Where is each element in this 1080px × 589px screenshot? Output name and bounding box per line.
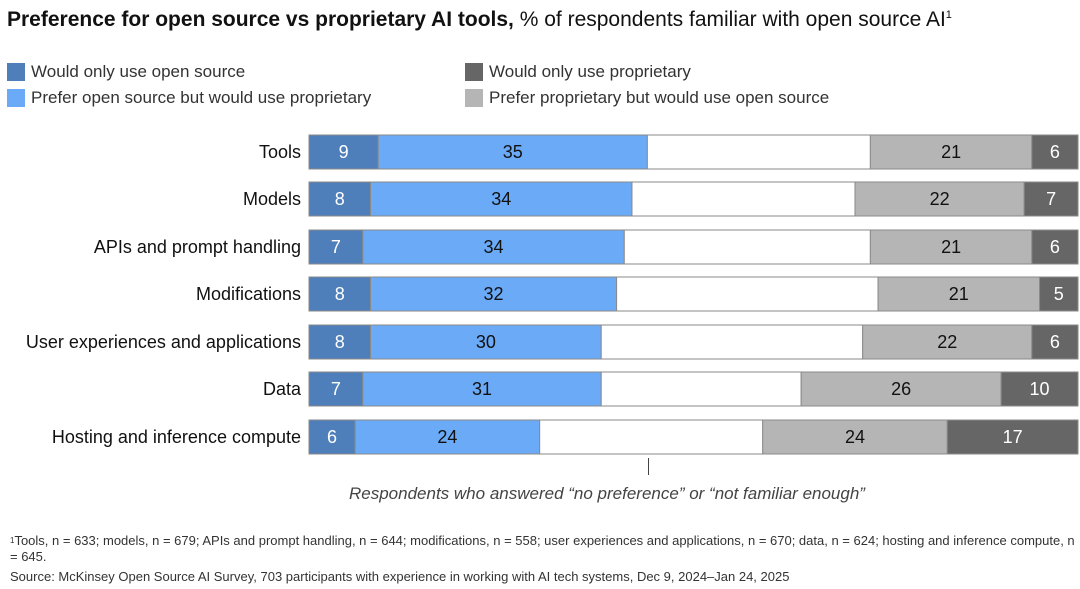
row-label-user-experiences: User experiences and applications [25, 332, 301, 352]
bar-segment-no-preference [616, 276, 879, 312]
data-label-prefer-open: 35 [503, 142, 523, 162]
data-label-prefer-prop: 21 [941, 237, 961, 257]
bar-segment-prefer-prop [800, 371, 1002, 407]
bar-segment-no-preference [600, 324, 864, 360]
data-label-prefer-open: 24 [437, 427, 457, 447]
legend-swatch-only-prop [465, 63, 483, 81]
data-label-only-open: 7 [331, 379, 341, 399]
bar-segment-no-preference [600, 371, 802, 407]
row-label-modifications: Modifications [195, 284, 301, 304]
row-label-data: Data [262, 379, 301, 399]
legend-only-prop: Would only use proprietary [465, 61, 691, 83]
data-label-prefer-open: 34 [491, 189, 511, 209]
row-label-apis: APIs and prompt handling [93, 237, 301, 257]
footnote-text: Tools, n = 633; models, n = 679; APIs an… [10, 533, 1075, 564]
data-label-only-open: 8 [335, 189, 345, 209]
no-preference-tick [648, 458, 649, 475]
bar-segment-no-preference [623, 229, 871, 265]
row-label-models: Models [242, 189, 301, 209]
bar-segment-no-preference [539, 419, 764, 455]
data-label-only-prop: 17 [1003, 427, 1023, 447]
bar-segment-prefer-prop [854, 181, 1025, 217]
chart-title: Preference for open source vs proprietar… [7, 8, 952, 32]
data-label-only-prop: 6 [1050, 332, 1060, 352]
bar-segment-only-open [308, 371, 364, 407]
source-note: Source: McKinsey Open Source AI Survey, … [10, 569, 790, 584]
bar-segment-prefer-prop [762, 419, 948, 455]
legend-swatch-only-open [7, 63, 25, 81]
bar-segment-prefer-open [370, 324, 602, 360]
bar-segment-prefer-prop [869, 134, 1033, 170]
data-label-prefer-open: 34 [484, 237, 504, 257]
data-label-prefer-prop: 21 [941, 142, 961, 162]
bar-segment-only-open [308, 181, 372, 217]
data-label-prefer-open: 32 [484, 284, 504, 304]
data-label-prefer-prop: 21 [949, 284, 969, 304]
data-label-prefer-open: 31 [472, 379, 492, 399]
bar-segment-only-prop [946, 419, 1079, 455]
data-label-only-open: 7 [331, 237, 341, 257]
data-label-prefer-prop: 26 [891, 379, 911, 399]
data-label-only-prop: 10 [1030, 379, 1050, 399]
bar-segment-prefer-open [362, 229, 625, 265]
data-label-prefer-prop: 22 [930, 189, 950, 209]
legend-swatch-prefer-prop [465, 89, 483, 107]
legend-swatch-prefer-open [7, 89, 25, 107]
data-label-prefer-prop: 22 [937, 332, 957, 352]
data-label-only-prop: 5 [1054, 284, 1064, 304]
data-label-only-prop: 7 [1046, 189, 1056, 209]
data-label-prefer-prop: 24 [845, 427, 865, 447]
data-label-prefer-open: 30 [476, 332, 496, 352]
title-footnote-marker: 1 [945, 9, 952, 21]
data-label-only-prop: 6 [1050, 237, 1060, 257]
bar-segment-no-preference [631, 181, 856, 217]
legend-label: Prefer open source but would use proprie… [31, 88, 372, 107]
bar-segment-prefer-open [362, 371, 602, 407]
bar-segment-only-open [308, 324, 372, 360]
bar-segment-only-open [308, 134, 379, 170]
bar-segment-only-prop [1031, 324, 1079, 360]
data-label-only-prop: 6 [1050, 142, 1060, 162]
chart-subtitle: % of respondents familiar with open sour… [519, 8, 946, 31]
data-label-only-open: 9 [339, 142, 349, 162]
bar-segment-only-prop [1039, 276, 1079, 312]
row-label-hosting: Hosting and inference compute [51, 427, 301, 447]
legend-label: Would only use open source [31, 62, 246, 81]
footnote: 1Tools, n = 633; models, n = 679; APIs a… [10, 533, 1075, 565]
data-label-only-open: 8 [335, 284, 345, 304]
bar-segment-prefer-prop [869, 229, 1033, 265]
legend-label: Would only use proprietary [489, 62, 691, 81]
bar-segment-only-prop [1023, 181, 1079, 217]
chart-title-bold: Preference for open source vs proprietar… [7, 8, 514, 31]
legend-label: Prefer proprietary but would use open so… [489, 88, 830, 107]
bar-segment-no-preference [646, 134, 871, 170]
legend-prefer-open: Prefer open source but would use proprie… [7, 87, 371, 109]
no-preference-annotation: Respondents who answered “no preference”… [349, 484, 865, 503]
data-label-only-open: 8 [335, 332, 345, 352]
bar-segment-only-prop [1031, 134, 1079, 170]
bar-segment-prefer-open [370, 181, 633, 217]
row-label-tools: Tools [258, 142, 301, 162]
bar-segment-only-prop [1000, 371, 1079, 407]
footnote-marker: 1 [10, 536, 15, 545]
bar-segment-only-prop [1031, 229, 1079, 265]
legend-only-open: Would only use open source [7, 61, 245, 83]
legend-prefer-prop: Prefer proprietary but would use open so… [465, 87, 829, 109]
bar-segment-prefer-open [354, 419, 541, 455]
bar-segment-prefer-prop [877, 276, 1041, 312]
data-label-only-open: 6 [327, 427, 337, 447]
bar-segment-only-open [308, 276, 372, 312]
